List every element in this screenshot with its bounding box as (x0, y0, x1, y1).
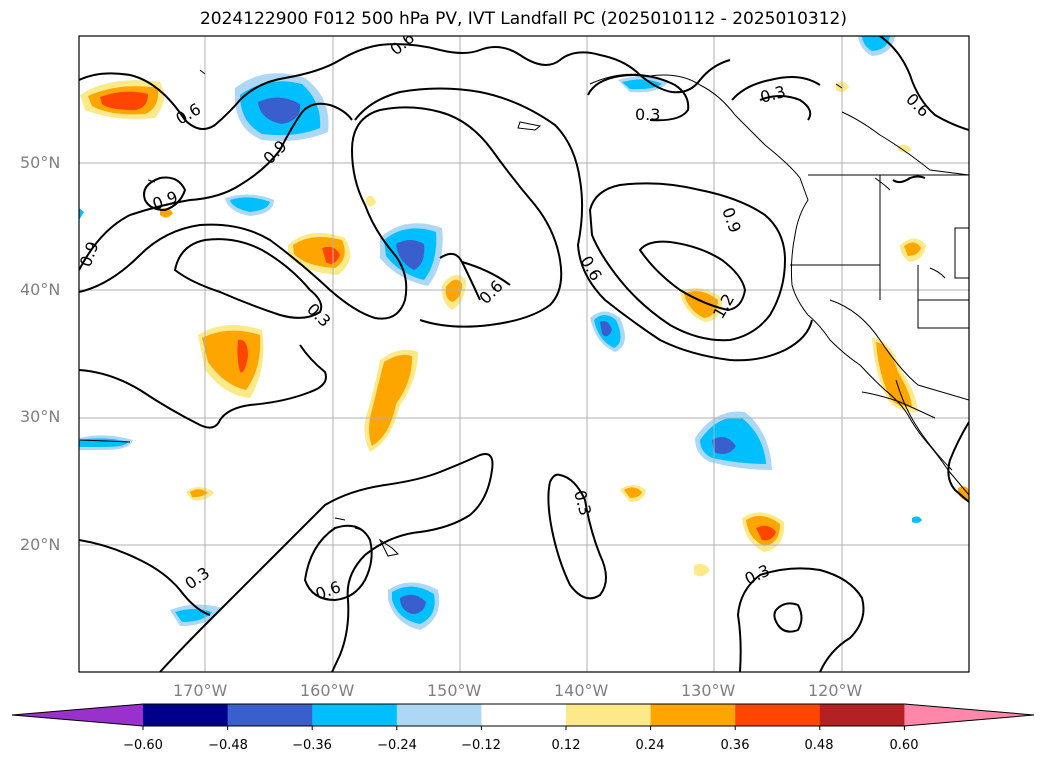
colorbar-segment (566, 704, 652, 726)
colorbar-tick-label: 0.48 (804, 738, 834, 753)
positive-anomaly-shading (624, 487, 642, 498)
colorbar-tick-label: −0.24 (377, 738, 417, 753)
pv-contours (79, 36, 969, 672)
negative-anomaly-shading (912, 516, 922, 524)
contour-label: 0.3 (635, 105, 660, 124)
colorbar-tick-label: −0.36 (292, 738, 332, 753)
colorbar-segment (396, 704, 482, 726)
graticule (79, 36, 969, 672)
colorbar-tick-label: −0.48 (208, 738, 248, 753)
colorbar-extend-high (904, 704, 1034, 726)
positive-anomaly-shading (756, 525, 776, 541)
positive-anomaly-shading (904, 242, 921, 256)
colorbar-segment (650, 704, 736, 726)
lon-label: 150°W (427, 681, 482, 700)
colorbar-segment (227, 704, 313, 726)
positive-anomaly-shading (366, 195, 376, 207)
positive-anomaly-shading (237, 339, 248, 373)
negative-anomaly-shading (258, 97, 301, 124)
positive-anomaly-shading (958, 486, 969, 502)
map-content: 0.6 0.9 0.9 0.9 0.3 0.6 0.6 0.9 1.2 0.3 … (79, 36, 969, 672)
colorbar-segment (735, 704, 821, 726)
negative-anomaly-shading (622, 79, 662, 90)
colorbar-tick-label: −0.12 (461, 738, 501, 753)
colorbar-segment (143, 704, 229, 726)
positive-anomaly-shading (898, 144, 912, 153)
colorbar-tick-label: −0.60 (123, 738, 163, 753)
positive-anomaly-shading (369, 354, 413, 446)
coastlines (79, 69, 969, 557)
negative-anomaly-shading (712, 437, 736, 454)
lat-label: 50°N (20, 153, 61, 172)
map-frame (78, 35, 970, 673)
colorbar-tick-label: 0.60 (889, 738, 919, 753)
shading-layer (79, 36, 969, 630)
colorbar-tick-label: 0.12 (551, 738, 581, 753)
negative-anomaly-shading (862, 36, 890, 51)
negative-anomaly-shading (230, 197, 270, 212)
positive-anomaly-shading (694, 563, 710, 577)
colorbar (11, 703, 1035, 730)
negative-anomaly-shading (79, 208, 84, 220)
lon-label: 160°W (300, 681, 355, 700)
lon-label: 170°W (173, 681, 228, 700)
colorbar-segment (312, 704, 398, 726)
positive-anomaly-shading (100, 91, 148, 110)
negative-anomaly-shading (396, 240, 425, 270)
colorbar-segment (819, 704, 905, 726)
positive-anomaly-shading (190, 489, 208, 498)
colorbar-tick-label: 0.24 (635, 738, 665, 753)
positive-anomaly-shading (445, 279, 462, 302)
colorbar-segment (481, 704, 567, 726)
lat-label: 40°N (20, 280, 61, 299)
lon-label: 140°W (554, 681, 609, 700)
positive-anomaly-shading (876, 342, 912, 407)
colorbar-extend-low (12, 704, 143, 726)
lat-label: 30°N (20, 407, 61, 426)
lat-label: 20°N (20, 535, 61, 554)
colorbar-tick-label: 0.36 (720, 738, 750, 753)
negative-anomaly-shading (400, 594, 426, 614)
lon-label: 130°W (681, 681, 736, 700)
map-title: 2024122900 F012 500 hPa PV, IVT Landfall… (199, 9, 847, 29)
positive-anomaly-shading (322, 246, 340, 264)
lon-label: 120°W (808, 681, 863, 700)
negative-anomaly-shading (600, 321, 612, 337)
